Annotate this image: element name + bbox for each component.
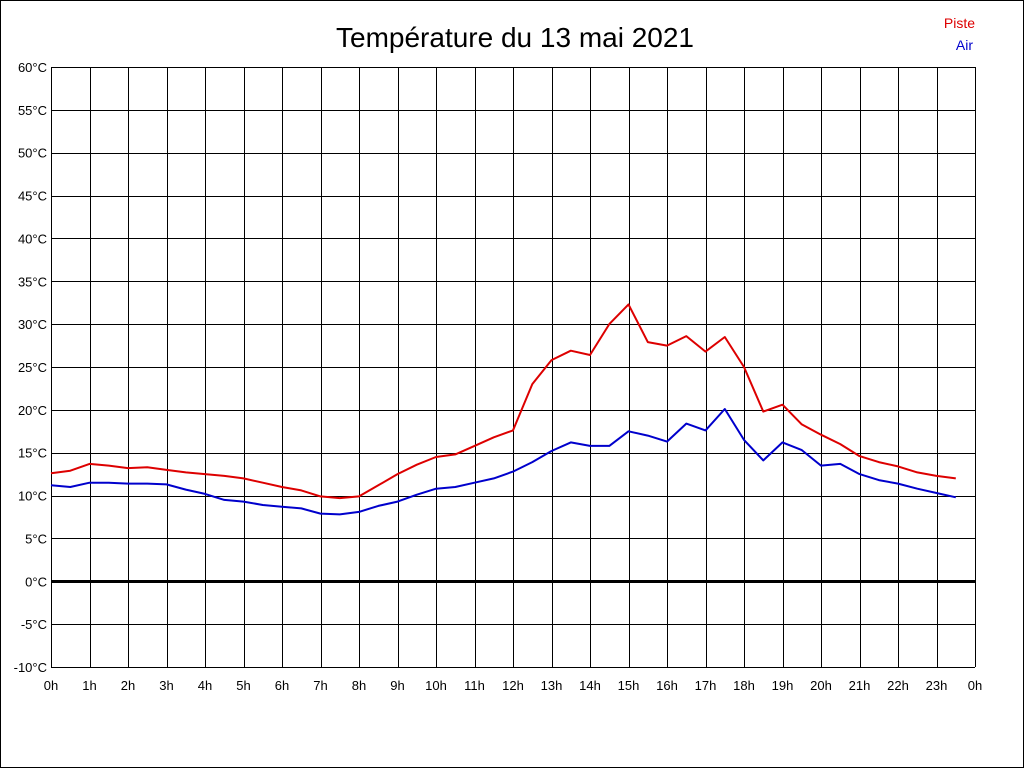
y-tick-label: 15°C: [18, 446, 47, 461]
x-axis-ticks: 0h 1h 2h 3h 4h 5h 6h 7h 8h 9h 10h 11h 12h 13h 14h 15h 16…: [44, 678, 982, 693]
x-tick-label: 1h: [82, 678, 96, 693]
x-tick-label: 12h: [502, 678, 524, 693]
chart-legend: Piste Air: [944, 15, 975, 53]
y-tick-label: 10°C: [18, 489, 47, 504]
x-tick-label: 0h: [968, 678, 982, 693]
x-tick-label: 11h: [464, 678, 485, 693]
x-tick-label: 18h: [733, 678, 755, 693]
x-tick-label: 20h: [810, 678, 832, 693]
legend-entry-air: Air: [956, 37, 973, 53]
x-tick-label: 16h: [656, 678, 678, 693]
y-tick-label: 5°C: [25, 531, 47, 546]
x-tick-label: 17h: [695, 678, 717, 693]
y-tick-label: -5°C: [21, 617, 47, 632]
x-tick-label: 2h: [121, 678, 135, 693]
y-tick-label: 40°C: [18, 231, 47, 246]
series-line-air: [50, 408, 957, 516]
y-tick-label: 55°C: [18, 103, 47, 118]
y-tick-label: 30°C: [18, 317, 47, 332]
legend-entry-piste: Piste: [944, 15, 975, 31]
y-tick-label: 20°C: [18, 403, 47, 418]
chart-title: Température du 13 mai 2021: [336, 22, 694, 53]
y-tick-label: 60°C: [18, 60, 47, 75]
series-line-piste: [50, 303, 956, 500]
x-tick-label: 0h: [44, 678, 58, 693]
x-tick-label: 19h: [772, 678, 794, 693]
x-tick-label: 4h: [198, 678, 212, 693]
y-tick-label: 35°C: [18, 274, 47, 289]
y-tick-label: 50°C: [18, 146, 47, 161]
y-tick-label: 25°C: [18, 360, 47, 375]
x-tick-label: 3h: [159, 678, 173, 693]
x-tick-label: 22h: [887, 678, 909, 693]
x-tick-label: 23h: [926, 678, 948, 693]
x-tick-label: 6h: [275, 678, 289, 693]
x-tick-label: 7h: [313, 678, 327, 693]
x-tick-label: 10h: [425, 678, 447, 693]
x-tick-label: 14h: [579, 678, 601, 693]
chart-lines: [50, 303, 957, 516]
y-tick-label: 45°C: [18, 189, 47, 204]
x-tick-label: 5h: [236, 678, 250, 693]
chart-grid: [51, 67, 976, 668]
x-tick-label: 21h: [849, 678, 871, 693]
y-tick-label: 0°C: [25, 574, 47, 589]
x-tick-label: 9h: [390, 678, 404, 693]
x-tick-label: 13h: [541, 678, 563, 693]
y-tick-label: -10°C: [14, 660, 47, 675]
x-tick-label: 8h: [352, 678, 366, 693]
x-tick-label: 15h: [618, 678, 640, 693]
y-axis-ticks: -10°C -5°C 0°C 5°C 10°C 15°C 20°C 25°C 30°C 35°C 4…: [14, 60, 47, 675]
